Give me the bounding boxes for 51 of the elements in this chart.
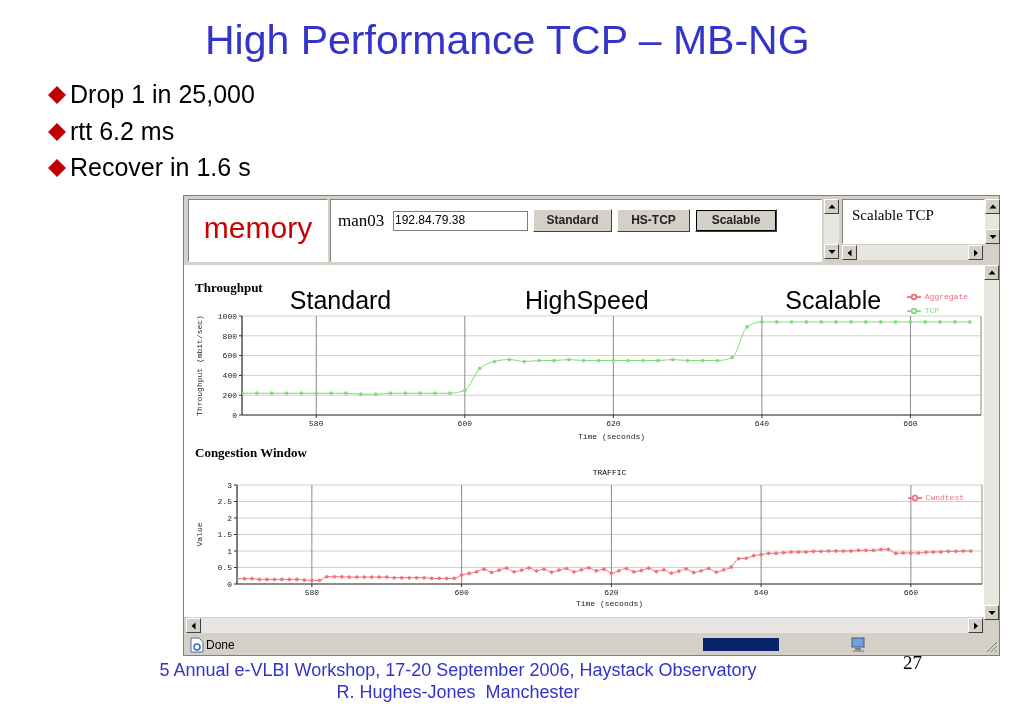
x-tick-label: 660	[903, 418, 918, 428]
x-tick-label: 600	[457, 418, 473, 428]
button: Standard	[533, 209, 612, 232]
x-tick-label: 640	[754, 418, 770, 428]
x-tick-label: 620	[606, 418, 621, 428]
x-tick-label: 580	[309, 418, 324, 428]
text: Drop 1 in 25,000	[70, 80, 255, 108]
chart-title: Congestion Window	[195, 445, 307, 460]
chart-subtitle: TRAFFIC	[592, 468, 627, 477]
text: HighSpeed	[525, 286, 649, 314]
x-tick-label: 580	[304, 587, 320, 597]
text: R. Hughes-Jones Manchester	[336, 682, 580, 702]
y-tick-label: 400	[222, 371, 238, 381]
text: Recover in 1.6 s	[70, 153, 251, 181]
legend-label: Aggregate	[924, 292, 968, 302]
y-axis-title: Value	[194, 522, 204, 547]
y-tick-label: 3	[227, 480, 233, 490]
y-tick-label: 0	[227, 579, 233, 589]
y-tick-label: 2.5	[217, 497, 233, 507]
text: High Performance TCP – MB-NG	[205, 17, 810, 63]
legend-label: Cwndtest	[925, 493, 964, 503]
y-tick-label: 1	[227, 546, 233, 556]
y-tick-label: 0	[232, 410, 238, 420]
y-tick-label: 2	[227, 513, 233, 523]
text: 5 Annual e-VLBI Workshop, 17-20 September 2006, Haystack Observatory	[159, 660, 757, 680]
text: 192.84.79.38	[395, 213, 466, 227]
button: HS-TCP	[617, 209, 690, 232]
y-tick-label: 0.5	[217, 563, 233, 573]
y-axis-title: Throughput (mbit/sec)	[194, 315, 204, 416]
text: 27	[903, 652, 922, 673]
y-tick-label: 1000	[217, 311, 238, 321]
x-axis-title: Time (seconds)	[575, 599, 644, 608]
legend-label: TCP	[924, 306, 940, 316]
text: Standard	[289, 286, 392, 314]
chart-title: Throughput	[195, 280, 263, 295]
text: Scalable TCP	[852, 207, 934, 223]
text: man03	[338, 211, 385, 230]
text: Scalable	[785, 286, 882, 314]
y-tick-label: 200	[222, 391, 238, 401]
x-tick-label: 600	[454, 587, 470, 597]
x-tick-label: 640	[753, 587, 769, 597]
x-axis-title: Time (seconds)	[577, 432, 646, 441]
button: Scalable	[695, 209, 777, 232]
text: Done	[206, 638, 235, 652]
y-tick-label: 600	[222, 351, 238, 361]
text: rtt 6.2 ms	[70, 116, 175, 145]
x-tick-label: 660	[903, 587, 919, 597]
y-tick-label: 800	[222, 331, 238, 341]
text: memory	[203, 211, 313, 244]
x-tick-label: 620	[604, 587, 619, 597]
y-tick-label: 1.5	[217, 530, 233, 540]
